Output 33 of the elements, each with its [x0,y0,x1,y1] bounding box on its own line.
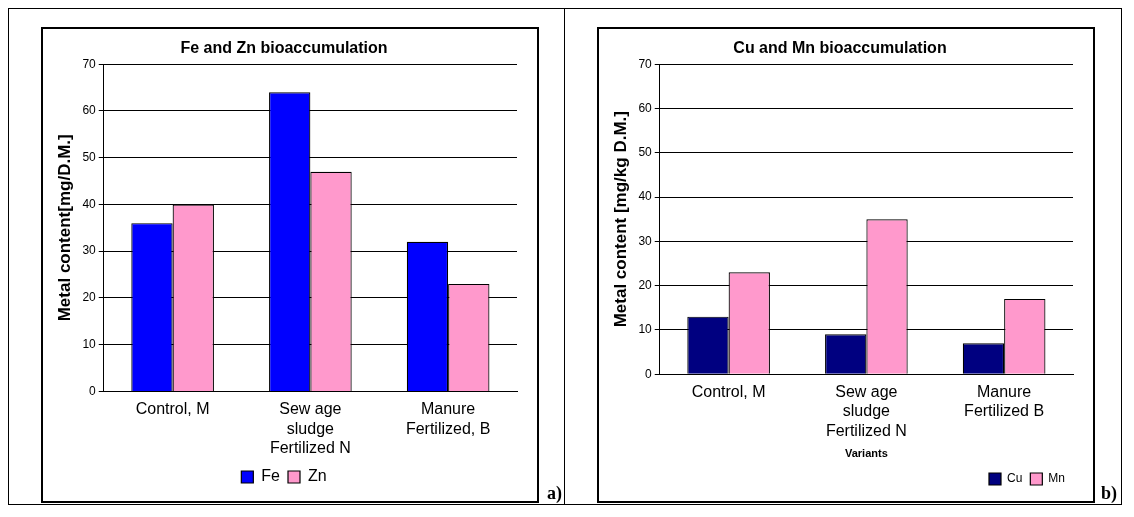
y-tick-label: 40 [82,196,97,211]
y-tick-label: 30 [638,233,653,248]
y-tick-label: 50 [638,145,653,160]
legend-label: Zn [308,467,327,485]
y-tick-label: 0 [89,383,97,398]
y-tick-label: 70 [82,56,97,71]
x-tick-label: Manure Fertilized B [964,383,1045,420]
x-tick-label: Control, M [691,383,766,401]
y-tick-label: 10 [638,322,653,337]
text: a) [547,483,562,504]
x-axis-title: Variants [844,447,888,460]
x-tick-label: Sew age sludge Fertilized N [269,400,351,456]
y-tick-label: 30 [82,243,97,258]
chart-title: Fe and Zn bioaccumulation [180,39,388,57]
y-tick-label: 20 [638,277,653,292]
y-axis-title: Metal content[mg/D.M.] [54,134,74,322]
chart-title: Cu and Mn bioaccumulation [733,39,947,57]
legend-label: Fe [261,467,281,485]
y-tick-label: 70 [638,56,653,71]
legend-label: Mn [1048,471,1065,486]
y-tick-label: 60 [638,100,653,115]
y-tick-label: 60 [82,103,97,118]
y-tick-label: 40 [638,189,653,204]
y-tick-label: 0 [645,366,653,381]
text: b) [1100,483,1117,504]
x-tick-label: Manure Fertilized, B [405,400,491,437]
y-axis-title: Metal content [mg/kg D.M.] [610,111,630,328]
y-tick-label: 50 [82,150,97,164]
x-tick-label: Control, M [135,400,210,418]
x-tick-label: Sew age sludge Fertilized N [825,383,907,439]
y-tick-label: 10 [82,336,97,351]
legend-label: Cu [1006,471,1023,486]
y-tick-label: 20 [82,290,97,305]
